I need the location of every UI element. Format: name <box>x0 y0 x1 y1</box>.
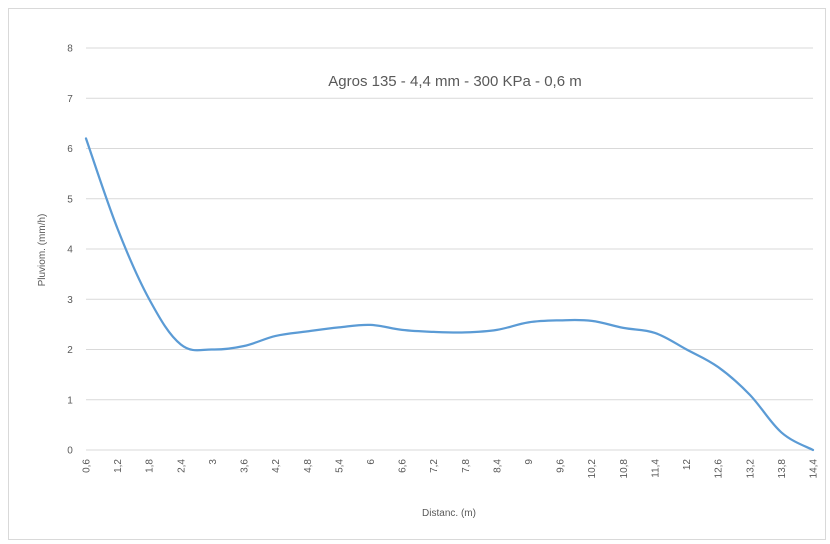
x-tick-label: 14,4 <box>809 459 820 479</box>
x-tick-label: 1,8 <box>145 459 156 473</box>
x-tick-label: 12 <box>682 459 693 471</box>
x-axis-ticks: 0,6 1,2 1,8 2,4 3 3,6 4,2 4,8 5,4 6 6,6 7,2 7,8 8,4 9 9… <box>82 459 820 479</box>
y-axis-ticks: 0 1 2 3 4 5 6 7 8 <box>67 44 73 457</box>
y-tick-label: 5 <box>67 194 73 205</box>
x-tick-label: 7,8 <box>461 459 472 473</box>
x-tick-label: 2,4 <box>176 459 187 473</box>
y-tick-label: 0 <box>67 446 73 457</box>
x-tick-label: 8,4 <box>492 459 503 473</box>
series-line-0 <box>84 137 815 452</box>
x-tick-label: 7,2 <box>429 459 440 473</box>
y-tick-label: 8 <box>67 44 73 55</box>
x-tick-label: 6 <box>366 459 377 465</box>
y-axis-title: Pluviom. (mm/h) <box>37 214 48 287</box>
x-tick-label: 13,8 <box>777 459 788 479</box>
x-tick-label: 5,4 <box>334 459 345 473</box>
gridlines <box>86 47 813 451</box>
x-tick-label: 3,6 <box>240 459 251 473</box>
x-tick-label: 9,6 <box>556 459 567 473</box>
chart-area <box>8 8 826 540</box>
x-tick-label: 11,4 <box>650 459 661 478</box>
x-tick-label: 10,8 <box>619 459 630 479</box>
y-tick-label: 6 <box>67 144 73 155</box>
x-tick-label: 4,2 <box>271 459 282 473</box>
y-tick-label: 3 <box>67 295 73 306</box>
x-tick-label: 12,6 <box>714 459 725 479</box>
chart-title: Agros 135 - 4,4 mm - 300 KPa - 0,6 m <box>328 73 581 90</box>
x-tick-label: 6,6 <box>398 459 409 473</box>
y-tick-label: 1 <box>67 395 73 406</box>
x-axis-title: Distanc. (m) <box>422 508 476 519</box>
series-group <box>84 137 815 452</box>
y-tick-label: 4 <box>67 245 73 256</box>
x-tick-label: 10,2 <box>587 459 598 479</box>
y-tick-label: 7 <box>67 94 73 105</box>
x-tick-label: 3 <box>208 459 219 465</box>
y-tick-label: 2 <box>67 345 73 356</box>
x-tick-label: 0,6 <box>82 459 93 473</box>
x-tick-label: 9 <box>524 459 535 465</box>
x-tick-label: 4,8 <box>303 459 314 473</box>
x-tick-label: 13,2 <box>745 459 756 479</box>
x-tick-label: 1,2 <box>113 459 124 473</box>
